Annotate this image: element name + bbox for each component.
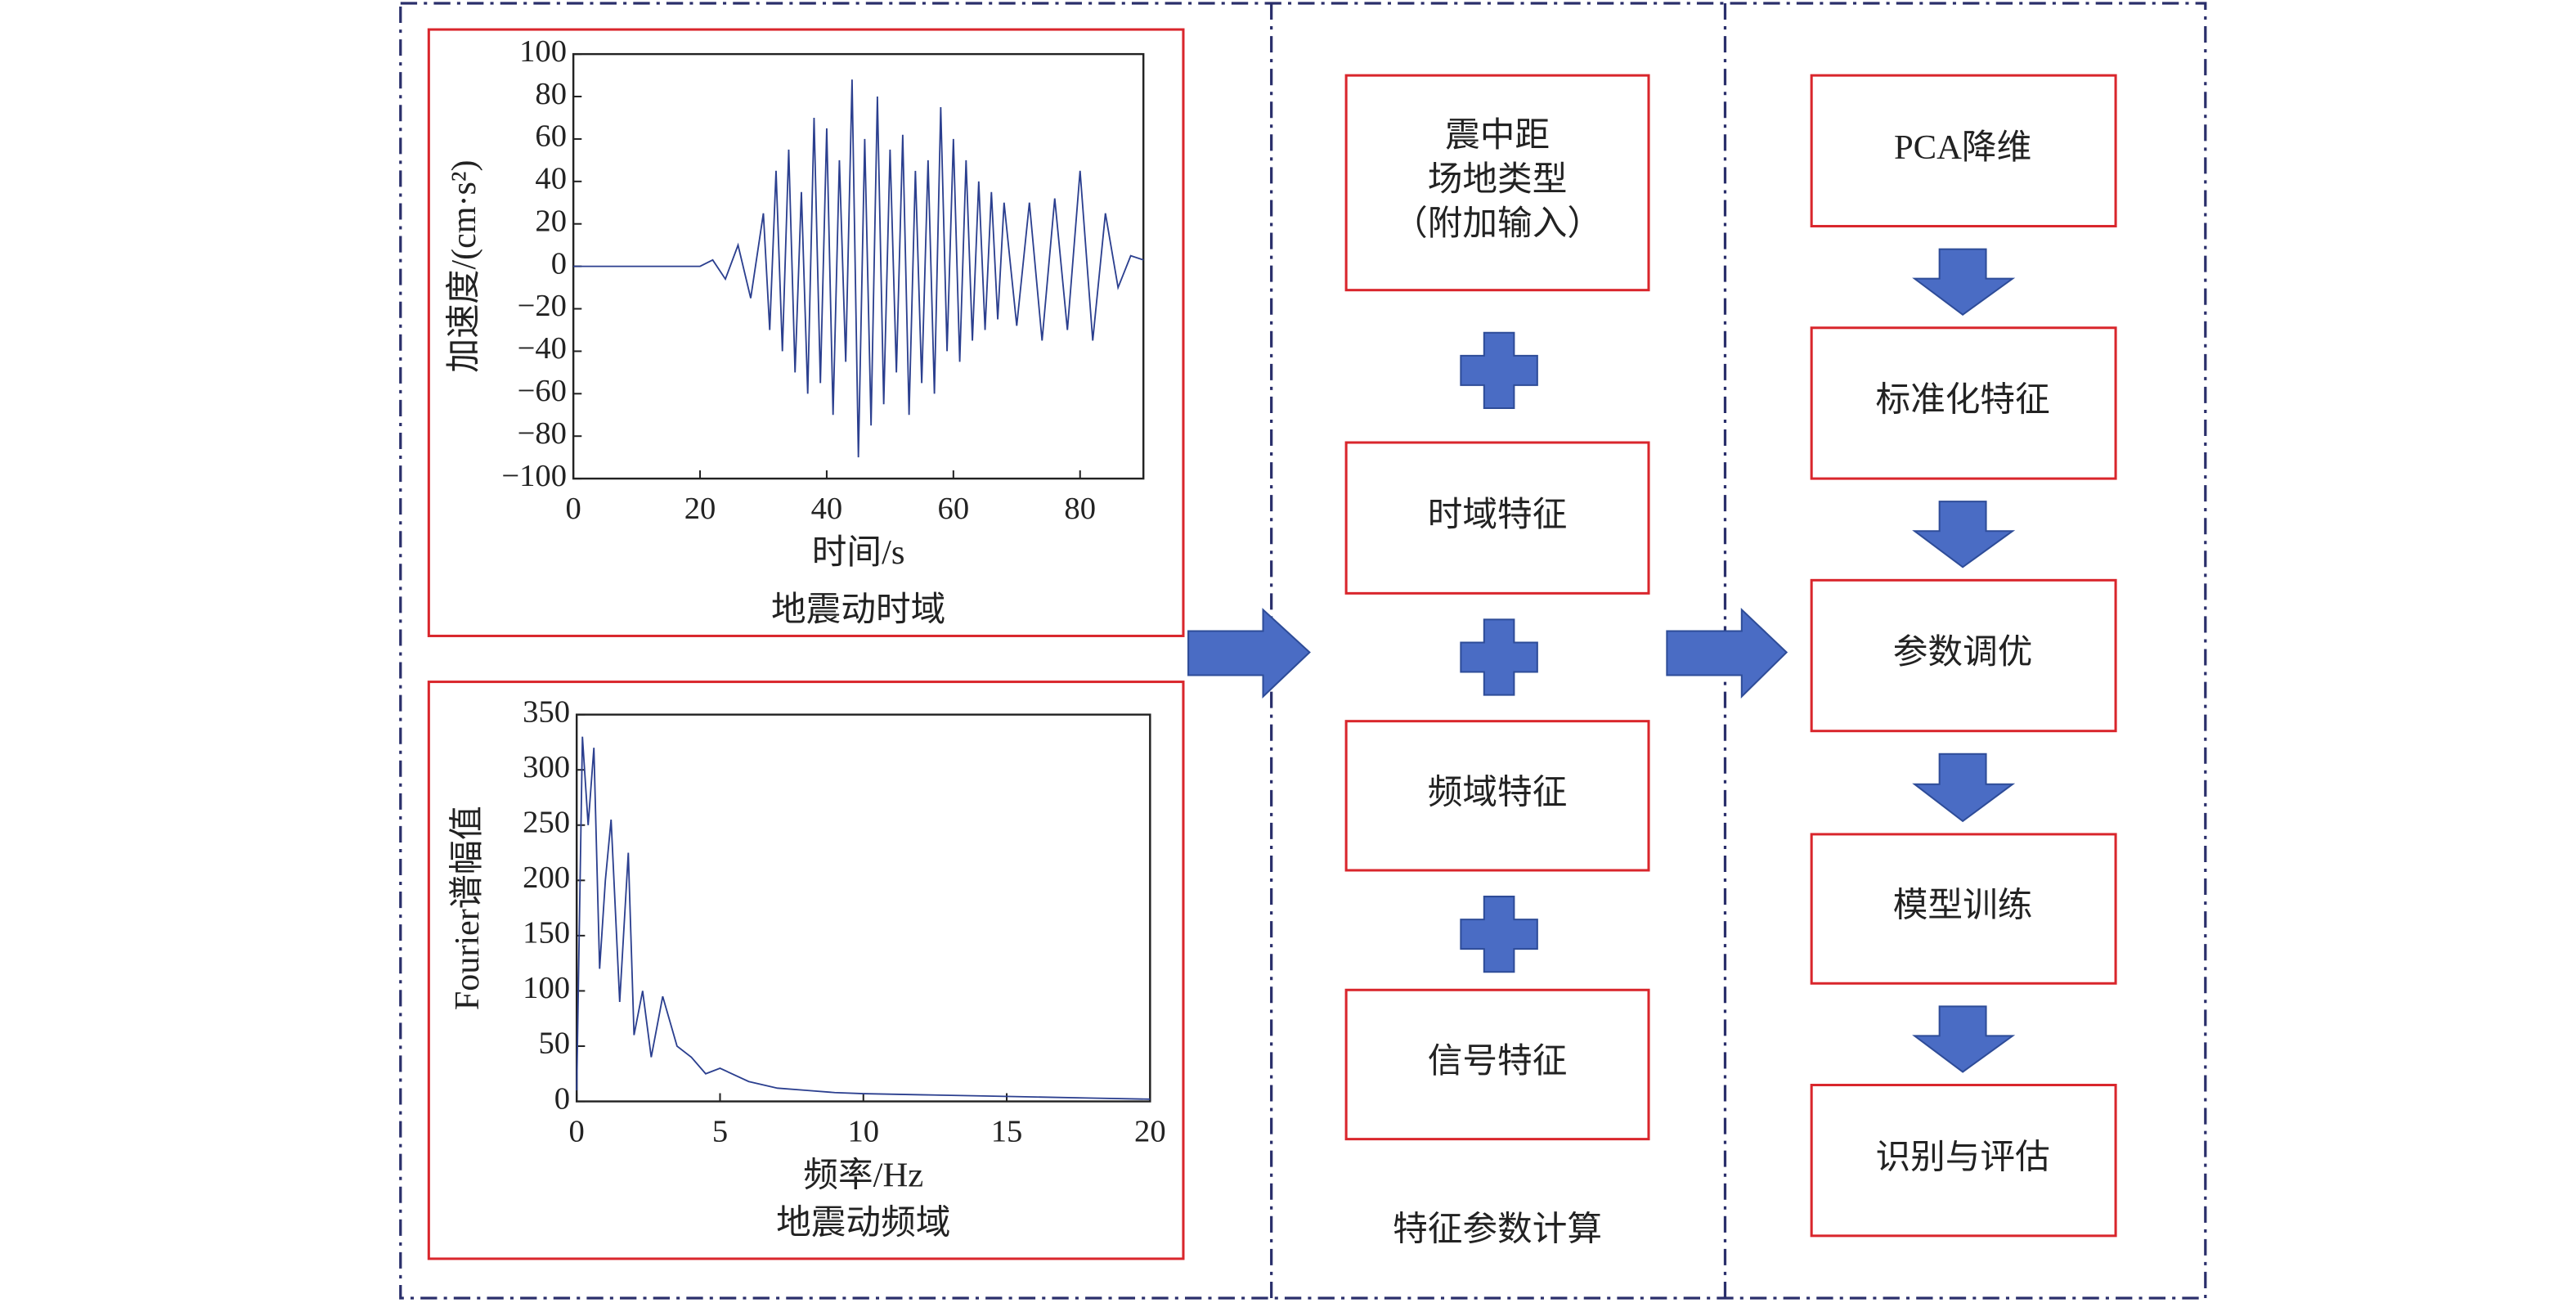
y-axis-label: Fourier谱幅值: [448, 806, 487, 1010]
step-text: PCA降维: [1894, 128, 2031, 167]
feature-text: 信号特征: [1428, 1042, 1568, 1081]
y-tick-label: 20: [535, 204, 567, 239]
step-text: 标准化特征: [1875, 381, 2049, 420]
plus-sign: [1460, 618, 1538, 696]
series-line: [573, 79, 1144, 458]
freq-panel: [427, 681, 1185, 1260]
y-tick-label: 0: [551, 247, 567, 281]
feature-text: （附加输入）: [1393, 204, 1602, 243]
time-panel: [427, 28, 1185, 637]
feature-text: 频域特征: [1428, 774, 1568, 812]
y-tick-label: 150: [523, 916, 570, 950]
feature-caption: 特征参数计算: [1393, 1211, 1602, 1249]
x-tick-label: 15: [991, 1115, 1023, 1149]
step-text: 识别与评估: [1875, 1139, 2049, 1177]
y-tick-label: 200: [523, 860, 570, 895]
y-tick-label: 40: [535, 162, 567, 196]
feature-box: [1344, 720, 1650, 872]
y-axis-label: 加速度/(cm·s²): [445, 160, 483, 372]
plus-sign: [1460, 896, 1538, 973]
feature-text: 场地类型: [1428, 160, 1568, 199]
outer-frame: [399, 2, 2207, 1300]
down-arrow: [1912, 248, 2016, 316]
x-tick-label: 20: [1134, 1115, 1166, 1149]
x-axis-label: 频率/Hz: [803, 1157, 923, 1195]
x-tick-label: 60: [938, 492, 970, 526]
feature-box: [1344, 441, 1650, 595]
y-tick-label: 80: [535, 77, 567, 111]
x-axis-label: 时间/s: [812, 533, 905, 572]
y-tick-label: 100: [519, 34, 567, 69]
x-tick-label: 5: [712, 1115, 728, 1149]
y-tick-label: −60: [518, 374, 567, 408]
x-tick-label: 0: [569, 1115, 585, 1149]
arrow: [1187, 608, 1311, 699]
y-tick-label: −40: [518, 331, 567, 366]
x-tick-label: 10: [847, 1115, 879, 1149]
y-tick-label: 350: [523, 695, 570, 730]
feature-text: 时域特征: [1428, 496, 1568, 534]
y-tick-label: −20: [518, 289, 567, 323]
y-tick-label: 100: [523, 971, 570, 1005]
step-text: 参数调优: [1893, 633, 2033, 672]
y-tick-label: 0: [554, 1082, 570, 1117]
x-tick-label: 40: [811, 492, 843, 526]
step-box: [1810, 1083, 2117, 1238]
y-tick-label: −100: [501, 459, 567, 493]
down-arrow: [1912, 501, 2016, 568]
step-box: [1810, 833, 2117, 985]
y-tick-label: 60: [535, 119, 567, 154]
x-tick-label: 0: [565, 492, 581, 526]
feature-box: [1344, 988, 1650, 1141]
x-tick-label: 20: [684, 492, 716, 526]
x-tick-label: 80: [1064, 492, 1096, 526]
plus-sign: [1460, 331, 1538, 409]
y-tick-label: 50: [538, 1027, 570, 1061]
feature-text: 震中距: [1445, 116, 1550, 155]
y-tick-label: 300: [523, 750, 570, 784]
feature-box: [1344, 74, 1650, 292]
y-tick-label: −80: [518, 416, 567, 451]
step-box: [1810, 74, 2117, 228]
y-tick-label: 250: [523, 806, 570, 840]
chart-title: 地震动时域: [771, 591, 945, 629]
step-text: 模型训练: [1893, 887, 2033, 925]
step-box: [1810, 578, 2117, 733]
down-arrow: [1912, 1005, 2016, 1073]
series-line: [576, 736, 1151, 1100]
arrow: [1666, 608, 1788, 699]
down-arrow: [1912, 753, 2016, 823]
step-box: [1810, 326, 2117, 480]
chart-title: 地震动频域: [776, 1204, 950, 1242]
